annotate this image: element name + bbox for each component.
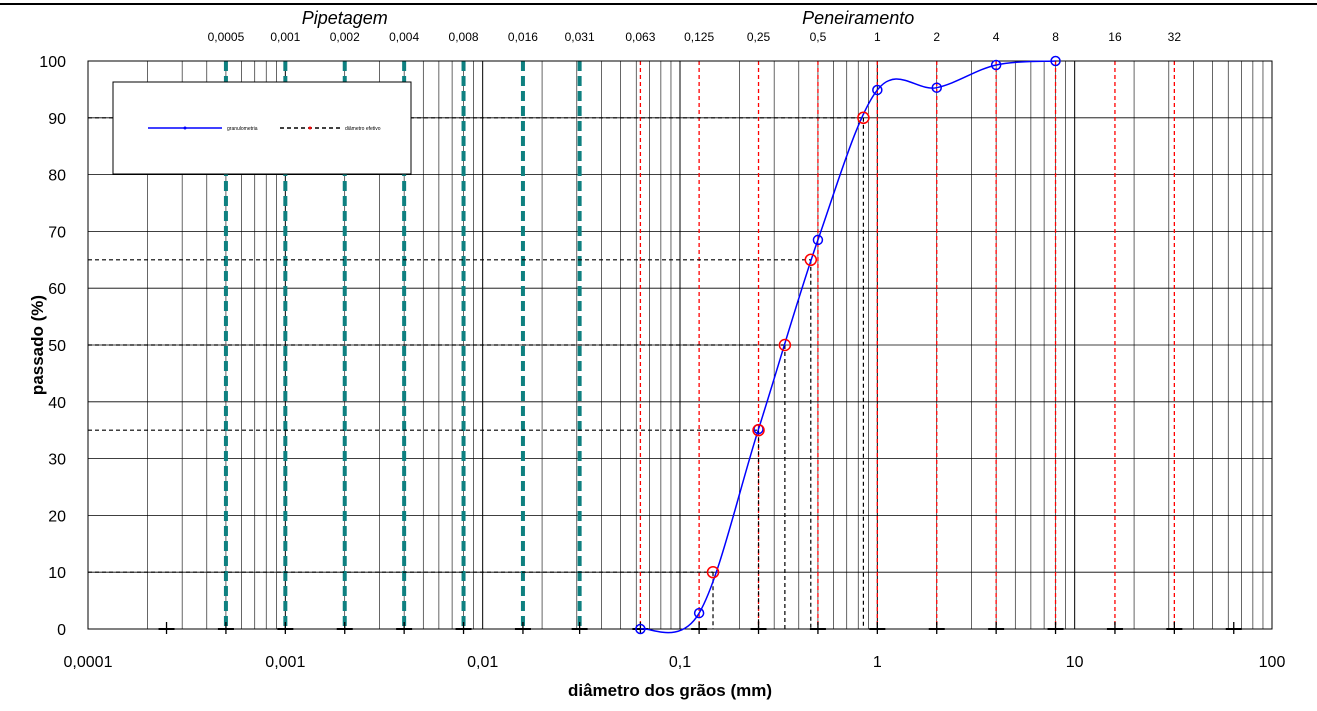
pipette-size-label: 0,016 bbox=[508, 30, 538, 44]
y-tick-label: 60 bbox=[48, 281, 66, 298]
y-tick-label: 80 bbox=[48, 168, 66, 185]
sieve-size-label: 4 bbox=[993, 30, 1000, 44]
effective-diameter-guides bbox=[88, 117, 865, 629]
legend-marker-granulometria bbox=[183, 126, 187, 130]
sieve-size-label: 8 bbox=[1052, 30, 1059, 44]
effective-diameter-point bbox=[857, 111, 870, 125]
granulometry-point bbox=[931, 82, 942, 93]
legend: granulometria diâmetro efetivo bbox=[112, 81, 412, 175]
sieve-size-label: 1 bbox=[874, 30, 881, 44]
pipette-size-label: 0,002 bbox=[330, 30, 360, 44]
sieve-size-label: 0,5 bbox=[810, 30, 827, 44]
granulometry-point bbox=[1050, 55, 1061, 67]
effective-diameter-point bbox=[778, 338, 792, 352]
y-tick-label: 0 bbox=[57, 622, 66, 639]
y-tick-label: 50 bbox=[48, 338, 66, 355]
pipette-size-label: 0,004 bbox=[389, 30, 419, 44]
legend-marker-diametro bbox=[308, 126, 312, 130]
effective-diameter-point bbox=[752, 423, 765, 437]
y-tick-label: 10 bbox=[48, 565, 66, 582]
sieve-size-label: 2 bbox=[933, 30, 940, 44]
granulometry-point bbox=[635, 623, 646, 635]
sieve-size-label: 16 bbox=[1108, 30, 1122, 44]
y-tick-label: 40 bbox=[48, 395, 66, 412]
granulometry-curve bbox=[640, 60, 1056, 634]
sieve-size-label: 0,063 bbox=[625, 30, 655, 44]
granulometry-point bbox=[693, 607, 705, 619]
granulometry-point bbox=[872, 84, 883, 96]
legend-label-granulometria: granulometria bbox=[227, 126, 258, 132]
x-tick-label: 10 bbox=[1066, 654, 1084, 671]
sieve-lines bbox=[223, 61, 1175, 629]
x-tick-label: 1 bbox=[873, 654, 882, 671]
y-tick-label: 100 bbox=[39, 54, 66, 71]
x-tick-label: 0,01 bbox=[467, 654, 498, 671]
sieve-size-label: 32 bbox=[1168, 30, 1182, 44]
labels: 0,0005 0,001 0,002 0,004 0,008 0,016 0,031 0,06… bbox=[28, 8, 1285, 700]
legend-label-diametro: diâmetro efetivo bbox=[345, 126, 381, 132]
x-tick-label: 0,0001 bbox=[64, 654, 113, 671]
granulometry-point bbox=[990, 59, 1002, 71]
x-tick-label: 0,1 bbox=[669, 654, 691, 671]
y-axis-title: passado (%) bbox=[28, 295, 47, 395]
y-tick-label: 70 bbox=[48, 224, 66, 241]
group-label: Peneiramento bbox=[802, 8, 914, 28]
pipette-size-label: 0,008 bbox=[449, 30, 479, 44]
y-tick-label: 20 bbox=[48, 508, 66, 525]
granulometry-point bbox=[812, 234, 824, 246]
pipette-size-label: 0,031 bbox=[565, 30, 595, 44]
sieve-size-label: 0,125 bbox=[684, 30, 714, 44]
effective-diameter-point bbox=[706, 565, 720, 579]
pipette-size-label: 0,0005 bbox=[208, 30, 245, 44]
sieve-size-label: 0,25 bbox=[747, 30, 771, 44]
pipette-size-label: 0,001 bbox=[270, 30, 300, 44]
y-tick-label: 90 bbox=[48, 111, 66, 128]
series bbox=[635, 55, 1061, 635]
group-label: Pipetagem bbox=[302, 8, 388, 28]
x-tick-label: 100 bbox=[1259, 654, 1286, 671]
effective-diameter-point bbox=[804, 253, 818, 267]
x-tick-label: 0,001 bbox=[265, 654, 305, 671]
x-axis-title: diâmetro dos grãos (mm) bbox=[568, 681, 772, 700]
y-tick-label: 30 bbox=[48, 452, 66, 469]
